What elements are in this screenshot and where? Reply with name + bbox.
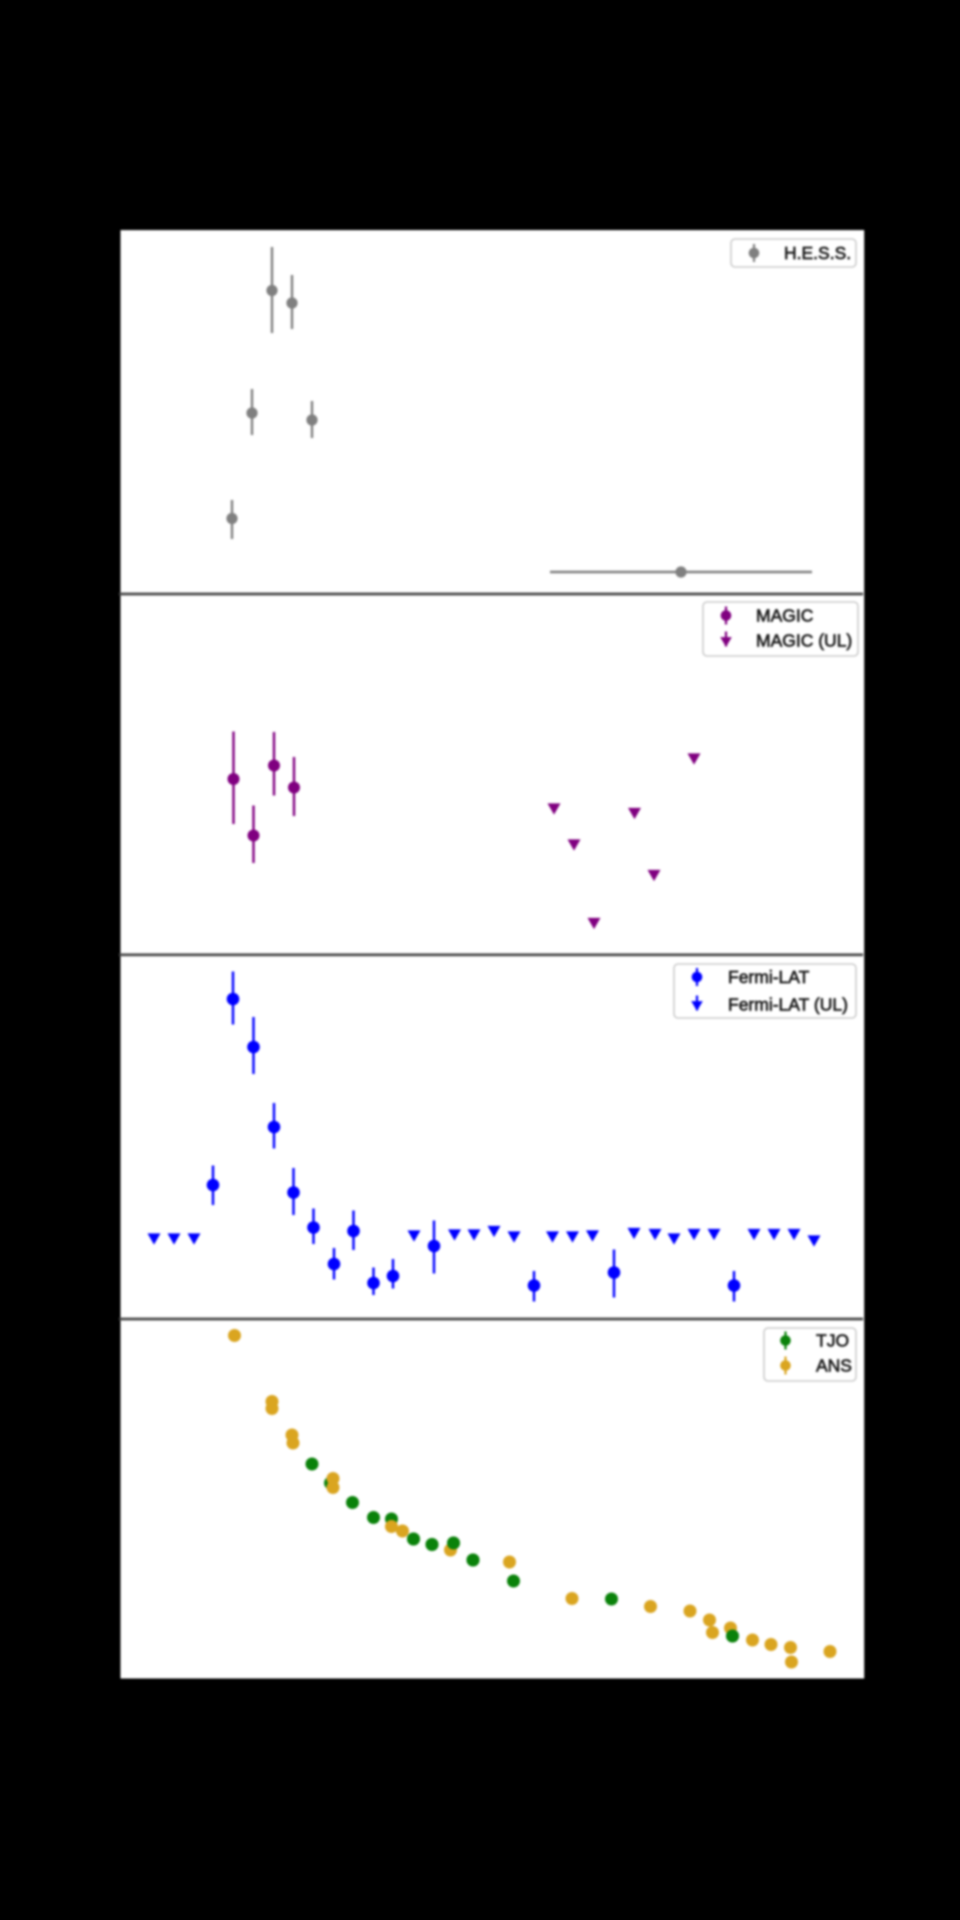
svg-text:MAGIC (UL): MAGIC (UL) [756, 631, 852, 651]
svg-text:H.E.S.S.: H.E.S.S. [784, 243, 851, 263]
svg-text:TJO: TJO [816, 1331, 849, 1351]
svg-text:ANS: ANS [816, 1356, 852, 1376]
svg-text:Fermi-LAT: Fermi-LAT [728, 967, 810, 987]
svg-text:MAGIC: MAGIC [756, 606, 813, 626]
svg-text:Fermi-LAT (UL): Fermi-LAT (UL) [728, 995, 848, 1015]
